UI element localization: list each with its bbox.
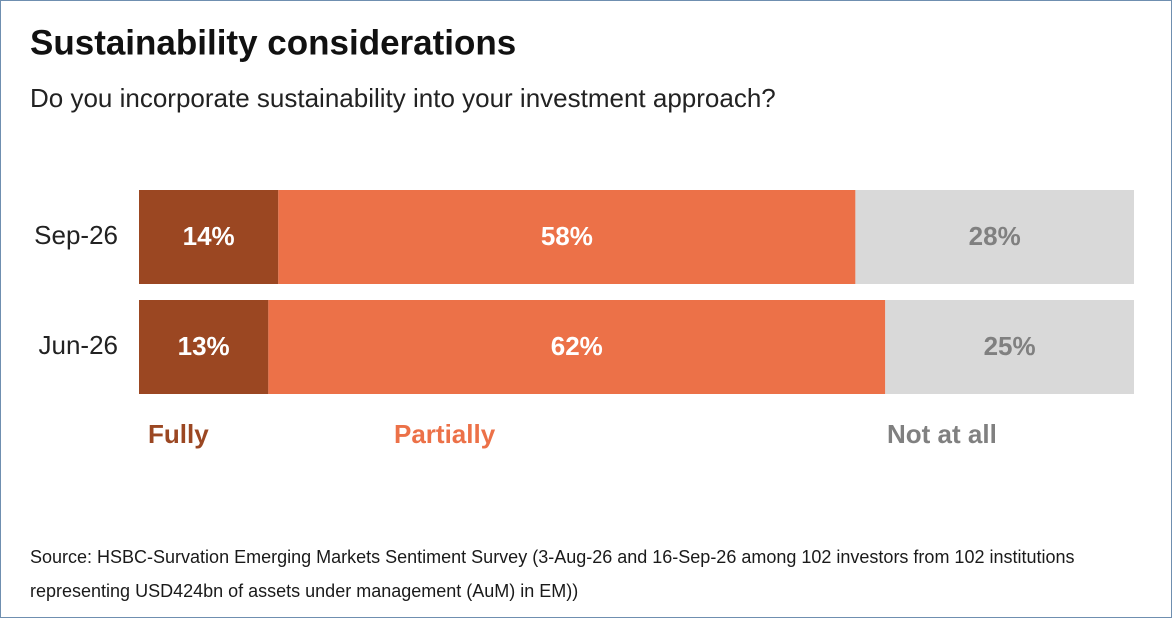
bar-segment bbox=[139, 190, 279, 284]
value-label: 28% bbox=[969, 221, 1021, 251]
value-label: 62% bbox=[551, 331, 603, 361]
value-label: 14% bbox=[183, 221, 235, 251]
bar-segment bbox=[278, 190, 856, 284]
chart-subtitle: Do you incorporate sustainability into y… bbox=[30, 83, 776, 113]
y-tick-label: Jun-26 bbox=[39, 330, 119, 360]
legend-label: Fully bbox=[148, 419, 209, 449]
y-tick-label: Sep-26 bbox=[34, 220, 118, 250]
bar-segment bbox=[268, 300, 886, 394]
legend-label: Not at all bbox=[887, 419, 997, 449]
bar-segment bbox=[139, 300, 269, 394]
value-label: 13% bbox=[178, 331, 230, 361]
value-label: 25% bbox=[984, 331, 1036, 361]
chart-title: Sustainability considerations bbox=[30, 23, 516, 62]
bar-segment bbox=[855, 190, 1134, 284]
legend-label: Partially bbox=[394, 419, 496, 449]
value-label: 58% bbox=[541, 221, 593, 251]
source-note: Source: HSBC-Survation Emerging Markets … bbox=[30, 547, 1075, 601]
bar-segment bbox=[885, 300, 1134, 394]
